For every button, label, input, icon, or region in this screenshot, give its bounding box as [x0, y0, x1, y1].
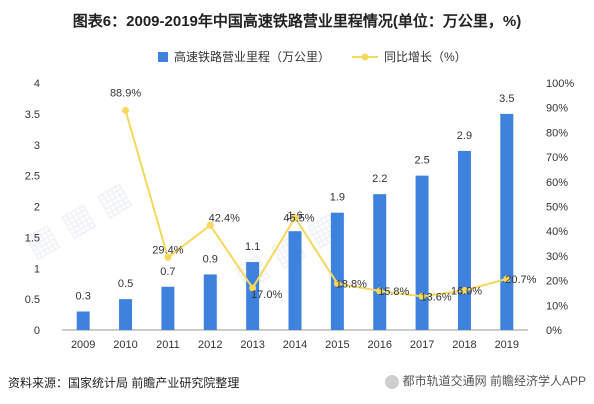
growth-value-label: 18.8% — [336, 279, 367, 291]
bar — [288, 231, 302, 330]
y-left-tick-label: 2.5 — [25, 171, 40, 183]
y-right-tick-label: 40% — [546, 226, 568, 238]
growth-point — [418, 292, 426, 300]
growth-point — [249, 284, 257, 292]
bar-value-label: 0.3 — [76, 290, 91, 302]
source-note: 资料来源：国家统计局 前瞻产业研究院整理 — [8, 376, 240, 390]
legend-line-label: 同比增长（%） — [384, 50, 467, 64]
wechat-icon — [384, 374, 399, 389]
chart-title: 图表6：2009-2019年中国高速铁路营业里程情况(单位：万公里，%) — [72, 13, 522, 30]
growth-value-label: 17.0% — [251, 289, 282, 301]
y-left-tick-label: 4 — [34, 78, 40, 90]
bar — [246, 262, 260, 330]
bar-value-label: 2.9 — [457, 130, 472, 142]
growth-point — [333, 280, 341, 288]
y-left-tick-label: 0 — [34, 325, 40, 337]
x-tick-label: 2018 — [452, 339, 476, 351]
bar — [76, 311, 90, 330]
growth-value-label: 45.5% — [283, 213, 314, 225]
growth-line — [124, 110, 508, 298]
y-left-tick-label: 3.5 — [25, 109, 40, 121]
growth-point — [164, 253, 172, 261]
bar — [415, 175, 429, 330]
y-right-tick-label: 80% — [546, 127, 568, 139]
growth-value-label: 15.8% — [378, 286, 409, 298]
x-tick-label: 2010 — [113, 339, 137, 351]
bar — [457, 150, 471, 330]
y-left-tick-label: 1.5 — [25, 232, 40, 244]
y-right-tick-label: 90% — [546, 103, 568, 115]
y-right-tick-label: 60% — [546, 177, 568, 189]
bar — [161, 286, 175, 330]
growth-value-label: 13.6% — [420, 291, 451, 303]
y-right-tick-label: 50% — [546, 202, 568, 214]
x-tick-label: 2015 — [325, 339, 349, 351]
legend-bar-swatch — [158, 52, 168, 62]
bar — [373, 194, 387, 330]
growth-value-label: 20.7% — [505, 274, 536, 286]
legend-bar-label: 高速铁路营业里程（万公里） — [174, 49, 330, 64]
y-left-tick-label: 1 — [34, 263, 40, 275]
x-tick-label: 2019 — [495, 339, 519, 351]
bar-value-label: 2.2 — [372, 173, 387, 185]
bar — [119, 299, 133, 330]
y-right-tick-label: 10% — [546, 300, 568, 312]
watermark-text: 都市轨道交通网 前瞻经济学人APP — [384, 372, 586, 389]
bar-value-label: 0.7 — [160, 266, 175, 278]
bar-value-label: 1.1 — [245, 241, 260, 253]
y-right-tick-label: 70% — [546, 152, 568, 164]
x-tick-label: 2016 — [367, 339, 391, 351]
bar — [500, 113, 514, 330]
bar — [203, 274, 217, 330]
bar — [330, 212, 344, 330]
bar-value-label: 0.5 — [118, 278, 133, 290]
x-tick-label: 2014 — [283, 339, 307, 351]
bar-value-label: 1.9 — [330, 192, 345, 204]
y-right-tick-label: 0% — [546, 325, 562, 337]
growth-point — [503, 275, 511, 283]
x-tick-label: 2013 — [240, 339, 264, 351]
growth-point — [122, 106, 130, 114]
bar-value-label: 0.9 — [203, 253, 218, 265]
growth-point — [206, 221, 214, 229]
growth-point — [460, 286, 468, 294]
growth-value-label: 16.0% — [451, 285, 482, 297]
x-tick-label: 2011 — [156, 339, 180, 351]
y-left-tick-label: 3 — [34, 140, 40, 152]
growth-point — [291, 214, 299, 222]
y-right-tick-label: 100% — [546, 78, 574, 90]
x-tick-label: 2009 — [71, 339, 95, 351]
growth-value-label: 88.9% — [110, 87, 141, 99]
y-left-tick-label: 0.5 — [25, 294, 40, 306]
growth-value-label: 42.4% — [209, 212, 240, 224]
y-right-tick-label: 20% — [546, 276, 568, 288]
bar-value-label: 3.5 — [499, 93, 514, 105]
x-tick-label: 2012 — [198, 339, 222, 351]
growth-value-label: 29.4% — [152, 244, 183, 256]
bar-value-label: 2.5 — [414, 155, 429, 167]
growth-point — [376, 287, 384, 295]
y-left-tick-label: 2 — [34, 202, 40, 214]
legend-line-marker — [361, 53, 369, 61]
y-right-tick-label: 30% — [546, 251, 568, 263]
x-tick-label: 2017 — [410, 339, 434, 351]
